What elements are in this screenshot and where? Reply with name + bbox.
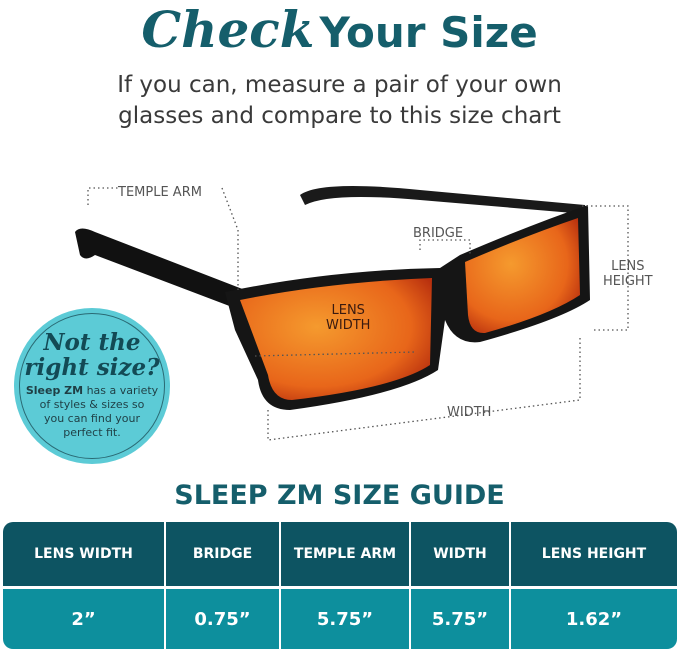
table-header-row: LENS WIDTH BRIDGE TEMPLE ARM WIDTH LENS …	[3, 522, 677, 588]
size-guide-table: LENS WIDTH BRIDGE TEMPLE ARM WIDTH LENS …	[3, 522, 677, 649]
size-guide-title: SLEEP ZM SIZE GUIDE	[174, 480, 505, 511]
right-temple-arm	[300, 186, 585, 214]
right-lens	[465, 218, 580, 334]
label-temple-arm: TEMPLE ARM	[118, 185, 202, 200]
header-cell: LENS WIDTH	[3, 522, 166, 588]
glasses-illustration	[75, 186, 629, 441]
label-text: WIDTH	[326, 318, 371, 333]
page-title: Check Your Size	[0, 0, 679, 59]
table-row: 2” 0.75” 5.75” 5.75” 1.62”	[3, 586, 677, 649]
label-text: LENS	[611, 259, 645, 274]
value-cell: 5.75”	[280, 586, 411, 649]
value-cell: 0.75”	[165, 586, 281, 649]
not-right-size-callout: Not the right size? Sleep ZM has a varie…	[14, 308, 170, 464]
left-lens	[240, 278, 432, 400]
title-script: Check	[141, 0, 315, 59]
title-bold: Your Size	[319, 8, 538, 57]
callout-ring	[19, 313, 165, 459]
label-text: LENS	[331, 303, 365, 318]
left-temple-arm	[75, 228, 245, 310]
value-cell: 1.62”	[510, 586, 677, 649]
header-cell: WIDTH	[410, 522, 511, 588]
label-lens-width: LENS WIDTH	[326, 303, 370, 333]
measurement-guides	[87, 187, 629, 441]
label-text: HEIGHT	[603, 274, 653, 289]
header-cell: TEMPLE ARM	[280, 522, 411, 588]
value-cell: 5.75”	[410, 586, 511, 649]
header-cell: BRIDGE	[165, 522, 281, 588]
label-bridge: BRIDGE	[413, 226, 464, 241]
subtitle-line: If you can, measure a pair of your own	[117, 72, 562, 98]
subtitle-line: glasses and compare to this size chart	[118, 103, 561, 129]
subtitle: If you can, measure a pair of your own g…	[0, 70, 679, 132]
value-cell: 2”	[3, 586, 166, 649]
header-cell: LENS HEIGHT	[510, 522, 677, 588]
label-lens-height: LENS HEIGHT	[603, 259, 653, 289]
label-width: WIDTH	[447, 405, 492, 420]
